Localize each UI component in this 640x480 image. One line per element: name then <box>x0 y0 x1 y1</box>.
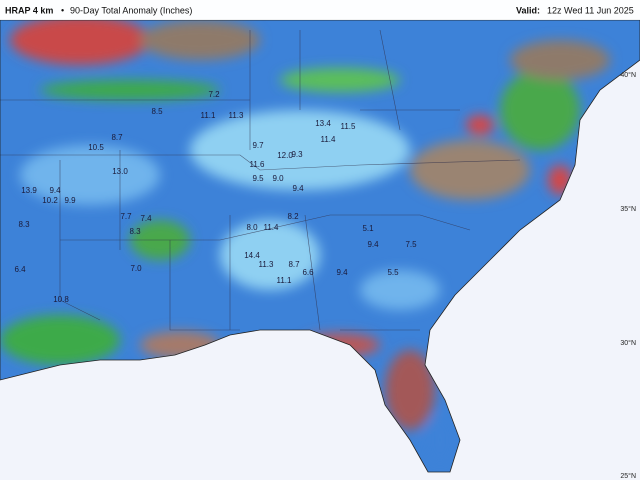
anomaly-value: 9.7 <box>252 141 264 150</box>
anomaly-value: 6.4 <box>14 265 26 274</box>
anomaly-value: 13.0 <box>112 167 128 176</box>
header-bar <box>0 0 640 20</box>
anomaly-value: 9.9 <box>64 196 76 205</box>
anomaly-value: 11.3 <box>229 111 245 120</box>
anomaly-value: 10.2 <box>42 196 58 205</box>
anomaly-value: 9.3 <box>291 150 303 159</box>
product-name: HRAP 4 km <box>5 5 53 15</box>
anomaly-value: 7.0 <box>130 264 142 273</box>
anomaly-value: 11.1 <box>277 276 293 285</box>
anomaly-value: 10.8 <box>53 295 69 304</box>
anomaly-value: 8.3 <box>129 227 141 236</box>
anomaly-value: 10.5 <box>88 143 104 152</box>
anomaly-value: 11.4 <box>264 223 280 232</box>
anomaly-value: 9.4 <box>292 184 304 193</box>
latitude-label: 40°N <box>620 71 636 79</box>
anomaly-value: 11.6 <box>250 160 266 169</box>
anomaly-value: 11.3 <box>259 260 275 269</box>
anomaly-value: 6.6 <box>302 268 314 277</box>
latitude-label: 35°N <box>620 205 636 213</box>
map-title: 90-Day Total Anomaly (Inches) <box>70 5 192 15</box>
anomaly-value: 13.9 <box>21 186 37 195</box>
anomaly-value: 11.4 <box>321 135 337 144</box>
anomaly-value: 9.4 <box>367 240 379 249</box>
anomaly-value: 8.0 <box>246 223 258 232</box>
separator: • <box>61 5 64 15</box>
anomaly-value: 7.2 <box>208 90 220 99</box>
anomaly-value: 12.0 <box>277 151 293 160</box>
latitude-label: 30°N <box>620 339 636 347</box>
anomaly-value: 9.5 <box>252 174 264 183</box>
anomaly-value: 5.1 <box>362 224 374 233</box>
anomaly-value: 8.7 <box>288 260 300 269</box>
map-labels: 13.4 11.511.412.09.39.711.611.19.5 9.09.41… <box>14 90 417 304</box>
anomaly-value: 8.2 <box>287 212 299 221</box>
anomaly-value: 14.4 <box>244 251 260 260</box>
anomaly-value: 5.5 <box>387 268 399 277</box>
anomaly-value: 9.4 <box>336 268 348 277</box>
valid-time: 12z Wed 11 Jun 2025 <box>547 5 634 15</box>
anomaly-value: 7.4 <box>140 214 152 223</box>
anomaly-value: 13.4 <box>315 119 331 128</box>
latitude-label: 25°N <box>620 472 636 480</box>
latitude-labels: 40°N 35°N 30°N 25°N <box>620 71 636 480</box>
anomaly-value: 11.1 <box>201 111 217 120</box>
anomaly-value: 8.3 <box>18 220 30 229</box>
anomaly-value: 9.4 <box>49 186 61 195</box>
anomaly-value: 8.7 <box>111 133 123 142</box>
anomaly-value: 7.7 <box>120 212 132 221</box>
valid-label: Valid: <box>516 5 540 15</box>
anomaly-value: 9.0 <box>272 174 284 183</box>
anomaly-value: 8.5 <box>151 107 163 116</box>
anomaly-value: 7.5 <box>405 240 417 249</box>
anomaly-value: 11.5 <box>341 122 357 131</box>
